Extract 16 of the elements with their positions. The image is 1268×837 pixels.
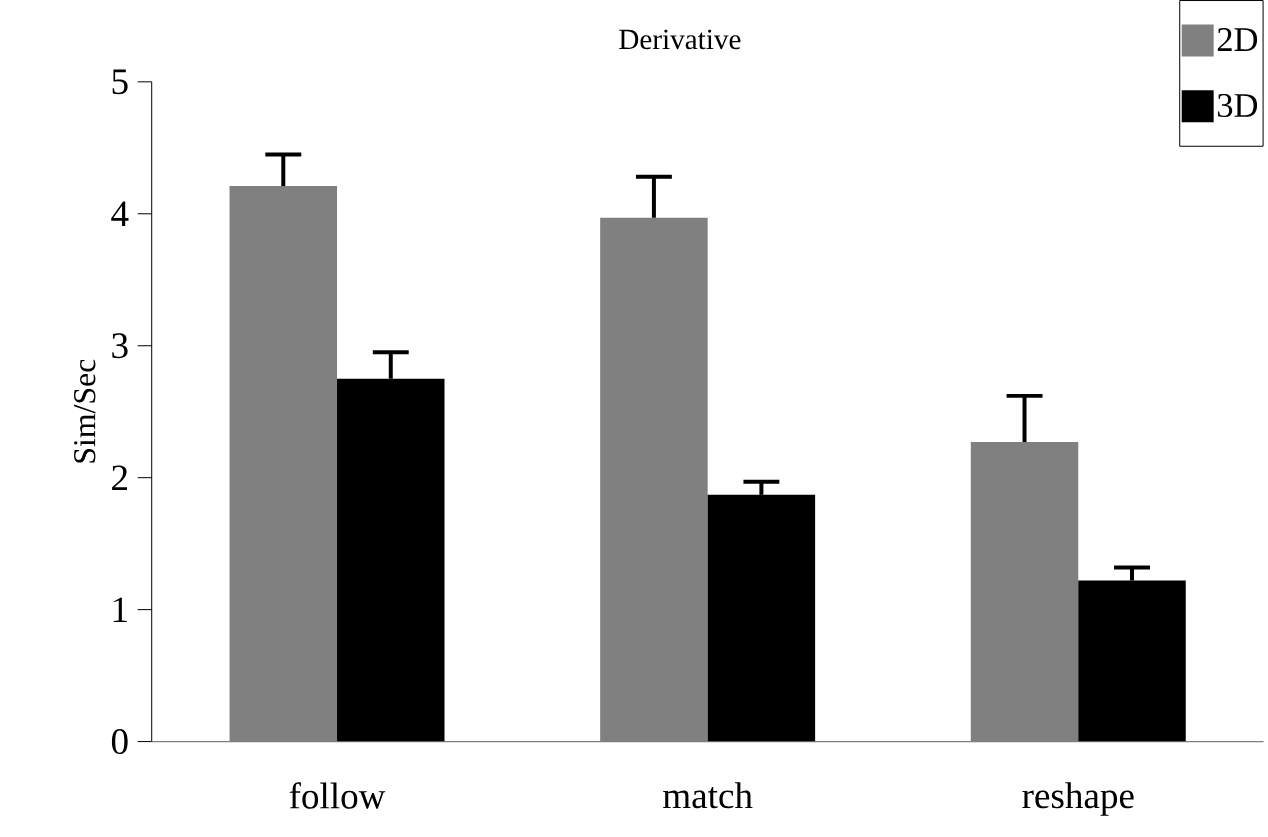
y-tick-label: 1 bbox=[113, 597, 127, 622]
legend-label: 2D bbox=[1217, 27, 1258, 51]
x-tick-label: reshape bbox=[1022, 782, 1134, 816]
y-tick-label: 2 bbox=[112, 465, 128, 490]
x-tick-label: match bbox=[663, 782, 753, 809]
x-tick-label: follow bbox=[289, 782, 386, 809]
bar bbox=[970, 441, 1079, 742]
y-tick-label: 4 bbox=[111, 201, 129, 226]
bar bbox=[600, 217, 708, 742]
y-tick-label: 5 bbox=[112, 69, 128, 94]
y-axis-title: Sim/Sec bbox=[74, 359, 96, 463]
legend-label: 3D bbox=[1217, 93, 1258, 117]
y-tick-label: 0 bbox=[111, 728, 128, 754]
chart-title: Derivative bbox=[619, 29, 741, 50]
y-tick-label: 3 bbox=[112, 333, 128, 359]
bar bbox=[229, 185, 338, 742]
